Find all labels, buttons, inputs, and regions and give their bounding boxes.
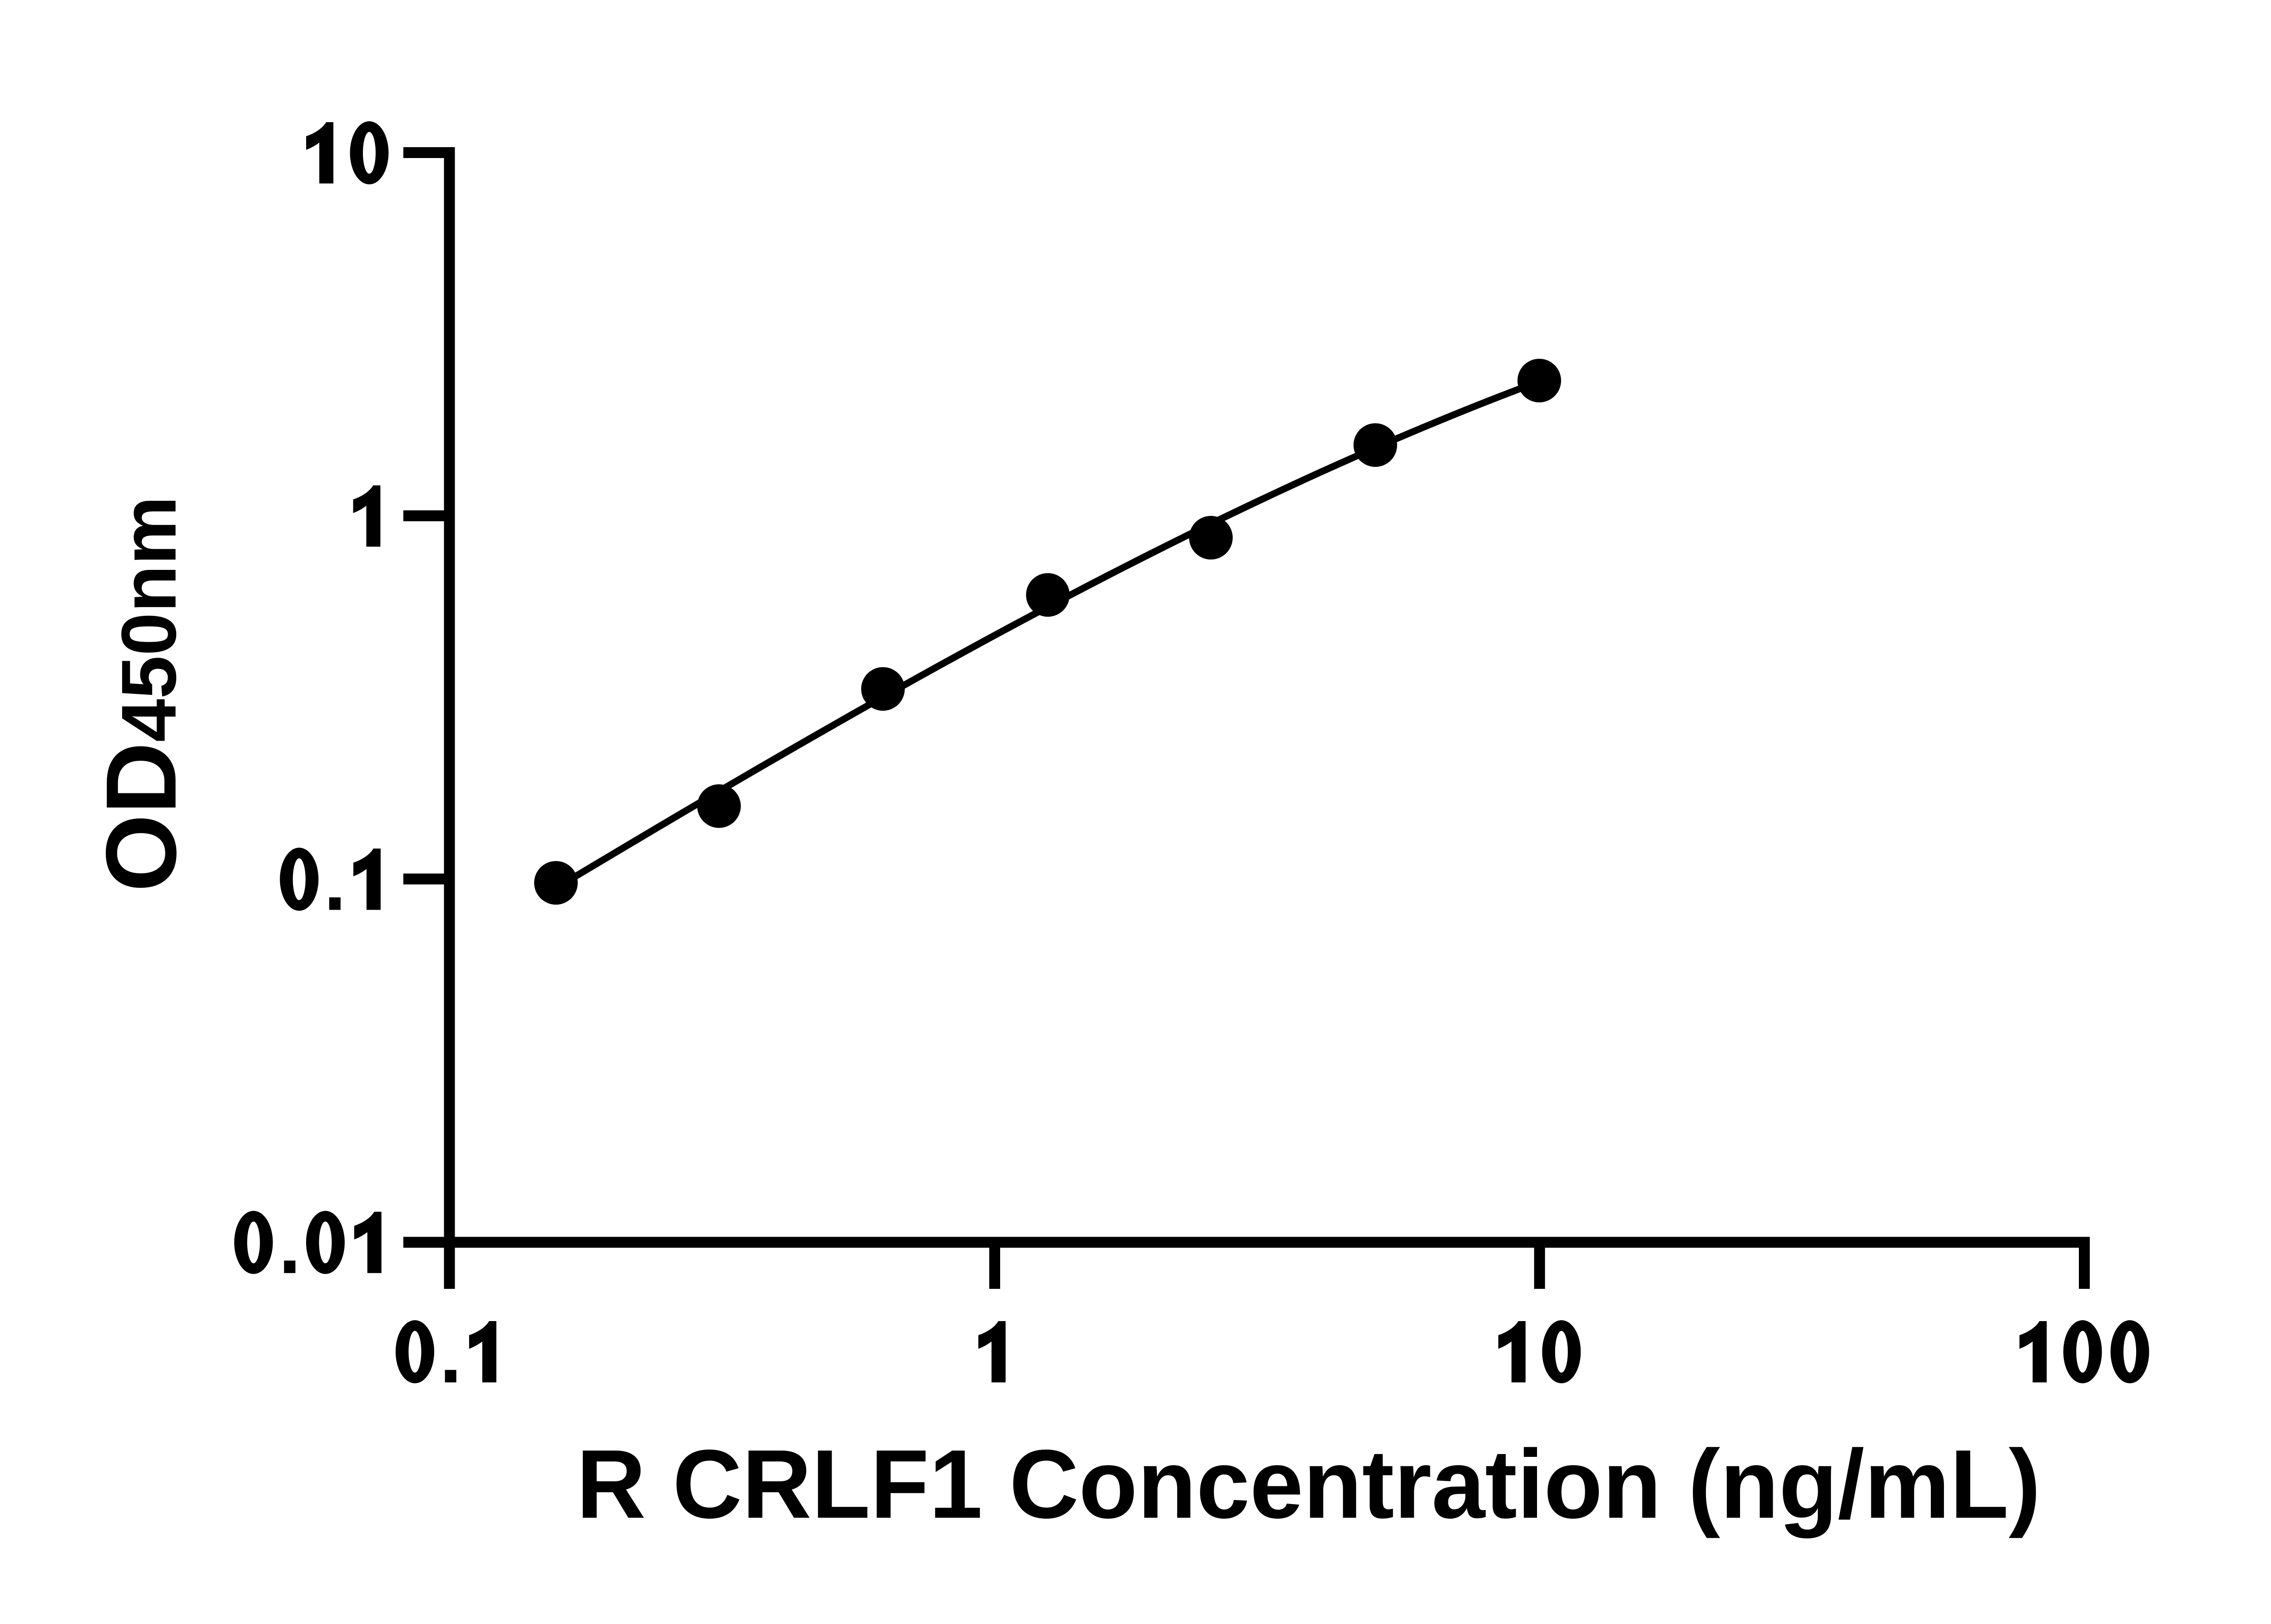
svg-text:OD450nm: OD450nm: [85, 496, 197, 892]
svg-text:R CRLF1 Concentration (ng/mL): R CRLF1 Concentration (ng/mL): [576, 1429, 2041, 1539]
